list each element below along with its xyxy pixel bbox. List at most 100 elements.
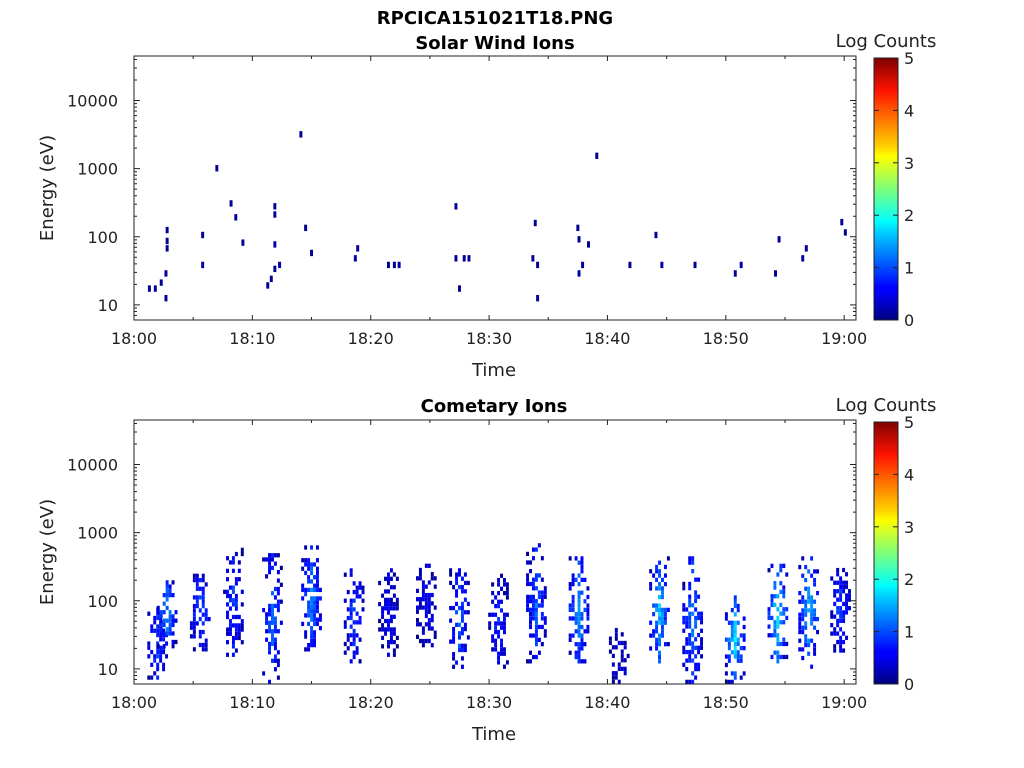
heatmap-cell bbox=[156, 662, 160, 667]
heatmap-cell bbox=[192, 647, 196, 652]
heatmap-cell bbox=[159, 622, 163, 628]
heatmap-cell bbox=[313, 638, 316, 644]
heatmap-cell bbox=[568, 586, 572, 591]
heatmap-cell bbox=[586, 629, 590, 634]
heatmap-cell bbox=[733, 612, 737, 617]
heatmap-cell bbox=[460, 664, 464, 669]
heatmap-cell bbox=[526, 659, 530, 664]
heatmap-cell bbox=[315, 558, 319, 563]
heatmap-cell bbox=[343, 650, 347, 655]
heatmap-cell bbox=[424, 638, 428, 644]
heatmap-cell bbox=[268, 570, 272, 575]
heatmap-cell bbox=[433, 634, 437, 639]
heatmap-cell bbox=[147, 641, 151, 646]
heatmap-cell bbox=[534, 633, 538, 638]
heatmap-cell bbox=[389, 631, 393, 636]
heatmap-cell bbox=[318, 626, 322, 631]
heatmap-cell bbox=[840, 218, 844, 226]
heatmap-cell bbox=[526, 607, 530, 612]
heatmap-cell bbox=[571, 607, 575, 613]
heatmap-cell bbox=[536, 294, 540, 302]
heatmap-cell bbox=[304, 224, 308, 232]
heatmap-cell bbox=[691, 611, 695, 616]
heatmap-cell bbox=[773, 594, 777, 599]
heatmap-cell bbox=[268, 612, 272, 617]
heatmap-cell bbox=[273, 629, 277, 634]
heatmap-cell bbox=[234, 614, 238, 620]
heatmap-cell bbox=[389, 618, 393, 624]
heatmap-cell bbox=[241, 239, 245, 246]
heatmap-cell bbox=[801, 616, 805, 622]
heatmap-cell bbox=[685, 666, 689, 672]
heatmap-cell bbox=[392, 627, 396, 632]
heatmap-cell bbox=[836, 597, 840, 602]
heatmap-cell bbox=[770, 654, 774, 660]
heatmap-cell bbox=[384, 602, 387, 607]
heatmap-cell bbox=[830, 631, 834, 636]
heatmap-cell bbox=[529, 594, 532, 600]
heatmap-cell bbox=[682, 620, 686, 625]
heatmap-cell bbox=[724, 612, 728, 617]
heatmap-cell bbox=[685, 641, 689, 646]
heatmap-cell bbox=[201, 261, 205, 269]
heatmap-cell bbox=[231, 640, 235, 645]
heatmap-cell bbox=[529, 568, 532, 574]
heatmap-cell bbox=[736, 603, 740, 609]
heatmap-cell bbox=[534, 603, 538, 608]
colorbar-tick-label: 3 bbox=[904, 154, 914, 173]
heatmap-cell bbox=[577, 616, 581, 621]
heatmap-cell bbox=[276, 591, 280, 596]
heatmap-cell bbox=[577, 582, 581, 587]
plot-frame bbox=[133, 419, 857, 685]
x-tick-label: 18:20 bbox=[348, 693, 394, 712]
heatmap-cell bbox=[273, 624, 277, 630]
heatmap-cell bbox=[234, 581, 238, 586]
heatmap-cell bbox=[159, 654, 163, 659]
heatmap-cell bbox=[658, 569, 662, 574]
heatmap-cell bbox=[574, 616, 578, 621]
heatmap-cell bbox=[418, 567, 422, 573]
heatmap-cell bbox=[658, 586, 662, 591]
heatmap-cell bbox=[810, 595, 814, 600]
heatmap-cell bbox=[807, 608, 811, 613]
heatmap-cell bbox=[845, 584, 849, 590]
heatmap-cell bbox=[540, 599, 544, 604]
heatmap-cell bbox=[421, 605, 425, 610]
heatmap-cell bbox=[265, 620, 269, 625]
x-tick-label: 19:00 bbox=[821, 329, 867, 348]
heatmap-cell bbox=[198, 595, 202, 600]
heatmap-cell bbox=[694, 645, 698, 650]
heatmap-cell bbox=[733, 603, 737, 609]
heatmap-cell bbox=[658, 560, 662, 565]
heatmap-cell bbox=[201, 590, 205, 596]
colorbar-tick-label: 1 bbox=[904, 259, 914, 278]
heatmap-cell bbox=[782, 585, 786, 590]
heatmap-cell bbox=[534, 642, 538, 647]
heatmap-cell bbox=[773, 633, 777, 638]
heatmap-cell bbox=[649, 569, 653, 574]
heatmap-cell bbox=[571, 582, 575, 587]
heatmap-cell bbox=[836, 589, 840, 594]
heatmap-cell bbox=[452, 656, 456, 661]
heatmap-cell bbox=[782, 637, 786, 642]
heatmap-cell bbox=[739, 645, 743, 651]
heatmap-cell bbox=[663, 564, 667, 570]
heatmap-cell bbox=[355, 611, 359, 616]
heatmap-cell bbox=[392, 585, 396, 590]
heatmap-cell bbox=[189, 621, 193, 626]
heatmap-cell bbox=[271, 629, 274, 634]
heatmap-cell bbox=[491, 612, 495, 617]
heatmap-cell bbox=[655, 642, 659, 647]
heatmap-cell bbox=[460, 610, 464, 615]
heatmap-cell bbox=[204, 612, 208, 617]
heatmap-cell bbox=[488, 612, 492, 617]
heatmap-cell bbox=[782, 611, 786, 616]
heatmap-cell bbox=[455, 572, 459, 577]
heatmap-cell bbox=[494, 629, 498, 635]
heatmap-cell bbox=[688, 615, 692, 621]
heatmap-cell bbox=[739, 654, 743, 659]
heatmap-cell bbox=[770, 594, 774, 599]
heatmap-cell bbox=[810, 612, 814, 617]
heatmap-cell bbox=[231, 623, 235, 628]
